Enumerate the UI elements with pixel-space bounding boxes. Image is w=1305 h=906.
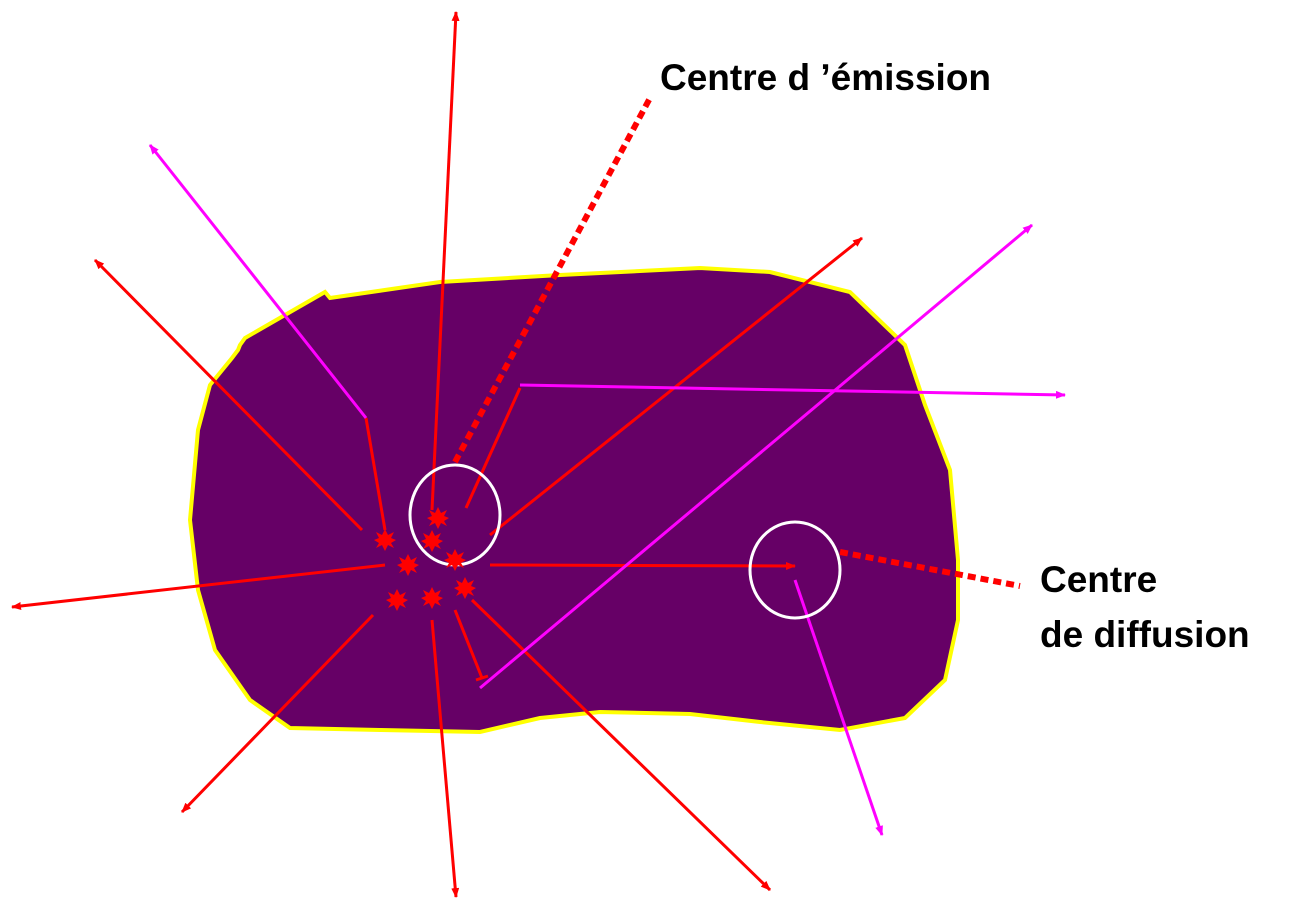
- diagram: Centre d ’émission Centre de diffusion: [0, 0, 1305, 906]
- medium-shape: [190, 268, 958, 732]
- diffusion-label-line1: Centre: [1040, 559, 1157, 600]
- page: Centre d ’émission Centre de diffusion (…: [0, 0, 1305, 906]
- diffusion-label-line2: de diffusion: [1040, 614, 1250, 655]
- emission-label: Centre d ’émission: [660, 57, 991, 98]
